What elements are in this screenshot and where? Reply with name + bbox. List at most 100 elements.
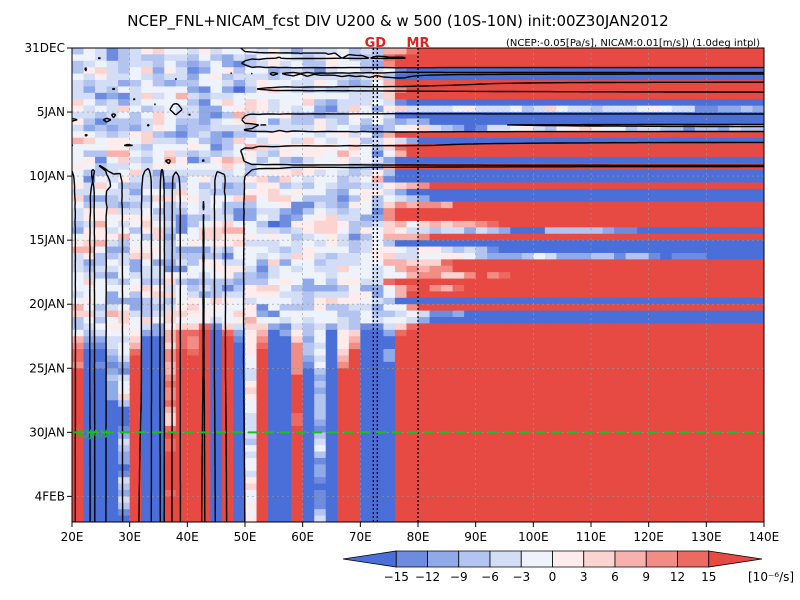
heat-cell — [625, 188, 638, 196]
heat-cell — [602, 195, 615, 203]
heat-cell — [118, 489, 131, 497]
heat-cell — [556, 342, 569, 350]
heat-cell — [717, 144, 730, 152]
heat-cell — [648, 105, 661, 113]
heat-cell — [441, 105, 454, 113]
heat-cell — [325, 73, 338, 81]
heat-cell — [567, 361, 581, 369]
heat-cell — [141, 323, 154, 331]
contour-path — [72, 48, 764, 522]
heat-cell — [752, 48, 764, 56]
heat-cell — [302, 252, 315, 260]
heat-cell — [279, 105, 292, 113]
heat-cell — [233, 464, 246, 472]
heat-cell — [498, 112, 511, 120]
heat-cell — [187, 400, 200, 408]
heat-cell — [406, 144, 419, 152]
heat-cell — [187, 477, 200, 485]
heat-cell — [752, 438, 764, 446]
heat-cell — [95, 240, 108, 248]
heat-cell — [429, 291, 442, 299]
heat-cell — [302, 150, 315, 158]
heat-cell — [314, 381, 327, 389]
heat-cell — [706, 105, 719, 113]
heat-cell — [233, 176, 246, 184]
heat-cell — [591, 227, 604, 235]
heat-cell — [648, 349, 661, 357]
heat-cell — [694, 470, 707, 478]
heat-cell — [348, 329, 361, 337]
heat-cell — [279, 182, 292, 190]
heat-cell — [602, 118, 615, 126]
heat-cell — [325, 220, 338, 228]
heat-cell — [567, 278, 581, 286]
heat-cell — [706, 438, 719, 446]
x-tick-label: 140E — [749, 530, 780, 544]
heat-cell — [221, 150, 235, 158]
heat-cell — [625, 419, 638, 427]
heat-cell — [210, 156, 223, 164]
heat-cell — [556, 457, 569, 465]
heat-cell — [72, 483, 85, 491]
heat-cell — [464, 400, 477, 408]
heat-cell — [487, 201, 500, 209]
heat-cell — [510, 259, 523, 267]
heat-cell — [694, 400, 707, 408]
heat-cell — [95, 86, 108, 94]
heat-cell — [118, 438, 131, 446]
heat-cell — [637, 317, 650, 325]
heat-cell — [683, 432, 696, 440]
heat-cell — [394, 451, 408, 459]
heat-cell — [221, 445, 235, 453]
heat-cell — [510, 400, 523, 408]
heat-cell — [717, 124, 730, 132]
heat-cell — [210, 438, 223, 446]
heat-cell — [660, 195, 673, 203]
heat-cell — [752, 355, 764, 363]
heat-cell — [279, 317, 292, 325]
heat-cell — [648, 265, 661, 273]
heat-cell — [95, 112, 108, 120]
heat-cell — [625, 80, 638, 88]
heat-cell — [118, 278, 131, 286]
heat-cell — [521, 240, 534, 248]
heat-cell — [614, 182, 627, 190]
heat-cell — [72, 496, 85, 504]
heat-cell — [268, 419, 281, 427]
heat-cell — [706, 374, 719, 382]
heat-cell — [256, 304, 269, 312]
heat-cell — [118, 464, 131, 472]
heat-cell — [406, 368, 419, 376]
heat-cell — [152, 220, 165, 228]
heat-cell — [533, 310, 546, 318]
heat-cell — [614, 201, 627, 209]
heat-cell — [325, 118, 338, 126]
heat-cell — [129, 118, 142, 126]
heat-cell — [337, 150, 350, 158]
heat-cell — [175, 374, 188, 382]
heat-cell — [175, 509, 188, 517]
heat-cell — [187, 381, 200, 389]
heat-cell — [487, 240, 500, 248]
heat-cell — [95, 105, 108, 113]
heat-cell — [406, 92, 419, 100]
heat-cell — [210, 163, 223, 171]
heat-cell — [625, 361, 638, 369]
heat-cell — [544, 73, 557, 81]
heat-cell — [152, 425, 165, 433]
heat-cell — [118, 131, 131, 139]
heat-cell — [740, 137, 754, 145]
heat-cell — [660, 60, 673, 68]
heat-cell — [175, 477, 188, 485]
heat-cell — [302, 393, 315, 401]
heat-cell — [406, 349, 419, 357]
heat-cell — [198, 60, 211, 68]
heat-cell — [464, 502, 477, 510]
heat-cell — [152, 278, 165, 286]
heat-cell — [660, 349, 673, 357]
heat-cell — [83, 169, 96, 177]
heat-cell — [729, 131, 742, 139]
heat-cell — [464, 374, 477, 382]
heat-cell — [187, 336, 200, 344]
heat-cell — [464, 387, 477, 395]
